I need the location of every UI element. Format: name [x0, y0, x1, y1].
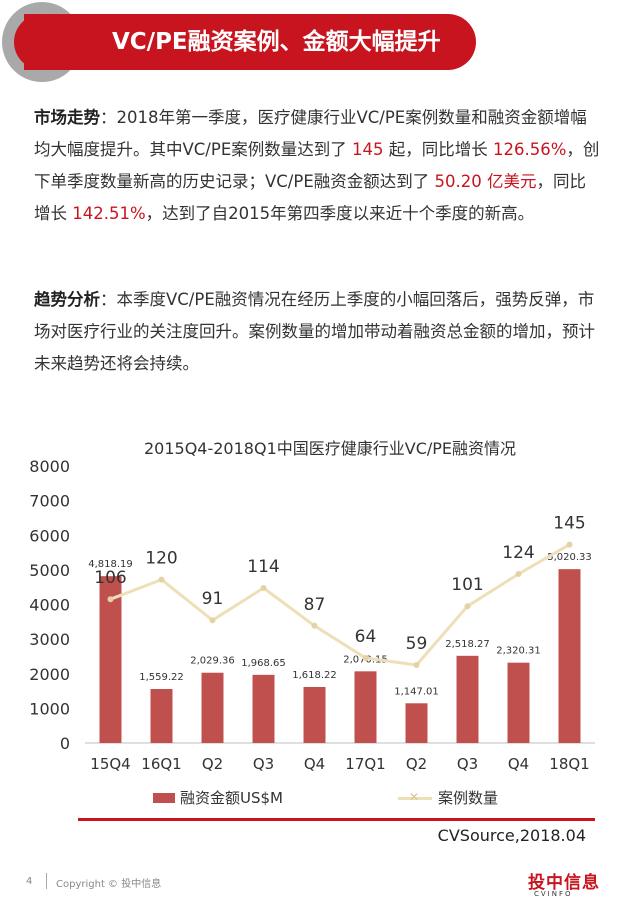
trend-analysis-text: 本季度VC/PE融资情况在经历上季度的小幅回落后，强势反弹，市场对医疗行业的关注… — [34, 290, 595, 373]
page-title: VC/PE融资案例、金额大幅提升 — [112, 29, 441, 55]
bar-value-label: 1,147.01 — [394, 686, 439, 697]
x-tick-label: Q3 — [457, 755, 478, 773]
market-text-5: ，达到了自2015年第四季度以来近十个季度的新高。 — [145, 204, 535, 223]
case-count-label: 124 — [502, 543, 534, 563]
bar-Q4 — [507, 662, 530, 743]
vc-pe-financing-chart: 2015Q4-2018Q1中国医疗健康行业VC/PE融资情况 0 1000 2000 3… — [29, 439, 595, 773]
case-count-point — [107, 596, 114, 603]
bar-value-label: 1,618.22 — [292, 670, 337, 681]
case-count-point — [464, 603, 471, 610]
case-count-label: 91 — [202, 589, 224, 609]
trend-analysis-separator: ： — [100, 290, 117, 309]
x-tick-label: Q4 — [304, 755, 325, 773]
legend-line-swatch — [398, 797, 432, 800]
bar-Q2 — [405, 703, 428, 743]
x-tick-label: Q3 — [253, 755, 274, 773]
case-count-line — [109, 543, 571, 667]
bar-value-label: 1,559.22 — [139, 672, 184, 683]
footer-copyright: Copyright © 投中信息 — [56, 879, 162, 890]
case-count-label: 59 — [406, 634, 428, 654]
logo-english-text: CVINFO — [534, 890, 573, 898]
bar-value-label: 1,968.65 — [241, 658, 286, 669]
chart-title: 2015Q4-2018Q1中国医疗健康行业VC/PE融资情况 — [144, 439, 516, 458]
y-tick-label: 8000 — [29, 457, 70, 476]
header-banner: VC/PE融资案例、金额大幅提升 — [24, 14, 476, 70]
case-count-point — [209, 617, 216, 624]
bar-15Q4 — [99, 576, 122, 743]
footer-divider — [46, 873, 47, 889]
case-count-point — [158, 576, 165, 583]
trend-analysis-paragraph: 趋势分析：本季度VC/PE融资情况在经历上季度的小幅回落后，强势反弹，市场对医疗… — [34, 284, 600, 380]
case-count-point — [362, 655, 369, 661]
bar-value-label: 2,320.31 — [496, 646, 541, 657]
legend-line-marker: ✕ — [409, 790, 420, 804]
case-count-label: 145 — [553, 514, 585, 534]
amount-value: 50.20 亿美元 — [429, 172, 537, 191]
case-count-label: 106 — [94, 568, 126, 588]
x-tick-label: Q2 — [406, 755, 427, 773]
bar-18Q1 — [558, 569, 581, 743]
x-tick-label: Q2 — [202, 755, 223, 773]
case-count-point — [515, 571, 522, 577]
source-divider — [78, 818, 595, 821]
case-count-label: 101 — [451, 575, 483, 595]
x-tick-label: 15Q4 — [90, 755, 130, 773]
bar-17Q1 — [354, 671, 377, 743]
case-count-point — [566, 541, 573, 548]
chart-legend: 融资金额US$M ✕ 案例数量 — [0, 786, 630, 810]
case-count-point — [413, 662, 420, 668]
y-tick-label: 5000 — [29, 561, 70, 580]
y-tick-label: 2000 — [29, 665, 70, 684]
case-count-label: 114 — [247, 557, 279, 577]
y-tick-label: 7000 — [29, 492, 70, 511]
bar-value-label: 2,518.27 — [445, 639, 490, 650]
header-circle-dot — [14, 14, 70, 70]
case-count-label: 120 — [145, 549, 177, 569]
y-tick-label: 6000 — [29, 526, 70, 545]
bar-value-label: 5,020.33 — [547, 552, 592, 563]
bar-Q2 — [201, 672, 224, 743]
market-text-1: 2018年第一季度，医疗健康行业VC/PE案例数量和融资金额增幅均大幅度提升。其… — [34, 108, 587, 159]
bar-Q3 — [252, 674, 275, 743]
case-count-label: 64 — [355, 627, 377, 647]
y-tick-label: 3000 — [29, 630, 70, 649]
source-note: CVSource,2018.04 — [437, 826, 586, 845]
market-trend-separator: ： — [100, 108, 117, 127]
bar-16Q1 — [150, 689, 173, 743]
page-number: 4 — [26, 876, 33, 887]
trend-analysis-label: 趋势分析 — [34, 290, 100, 309]
market-text-3: ，创下单季度数量新高的历史记录；VC/PE融资金额达到了 — [34, 140, 600, 191]
case-count-point — [311, 622, 318, 629]
cvinfo-logo: 投中信息 CVINFO — [528, 868, 604, 904]
y-tick-label: 4000 — [29, 596, 70, 615]
bar-value-label: 4,818.19 — [88, 559, 133, 570]
market-text-4: ，同比增长 — [34, 172, 586, 223]
case-growth-value: 126.56% — [487, 140, 567, 159]
market-trend-label: 市场走势 — [34, 108, 100, 127]
market-trend-paragraph: 市场走势：2018年第一季度，医疗健康行业VC/PE案例数量和融资金额增幅均大幅… — [34, 102, 600, 230]
y-tick-label: 0 — [60, 734, 70, 753]
bar-Q3 — [456, 655, 479, 743]
bar-Q4 — [303, 686, 326, 743]
case-count-label: 87 — [304, 595, 326, 615]
legend-bar-swatch — [153, 793, 175, 803]
x-tick-label: 16Q1 — [141, 755, 181, 773]
x-tick-label: Q4 — [508, 755, 529, 773]
case-count-value: 145 — [346, 140, 389, 159]
amount-growth-value: 142.51% — [67, 204, 146, 223]
case-count-point — [260, 585, 267, 591]
bar-value-label: 2,029.36 — [190, 656, 235, 667]
logo-chinese-text: 投中信息 — [528, 873, 600, 893]
legend-line-label: 案例数量 — [438, 789, 499, 807]
x-tick-label: 17Q1 — [345, 755, 385, 773]
market-text-2: 起，同比增长 — [388, 140, 488, 159]
x-tick-label: 18Q1 — [549, 755, 589, 773]
y-tick-label: 1000 — [29, 699, 70, 718]
legend-bar-label: 融资金额US$M — [180, 789, 283, 807]
